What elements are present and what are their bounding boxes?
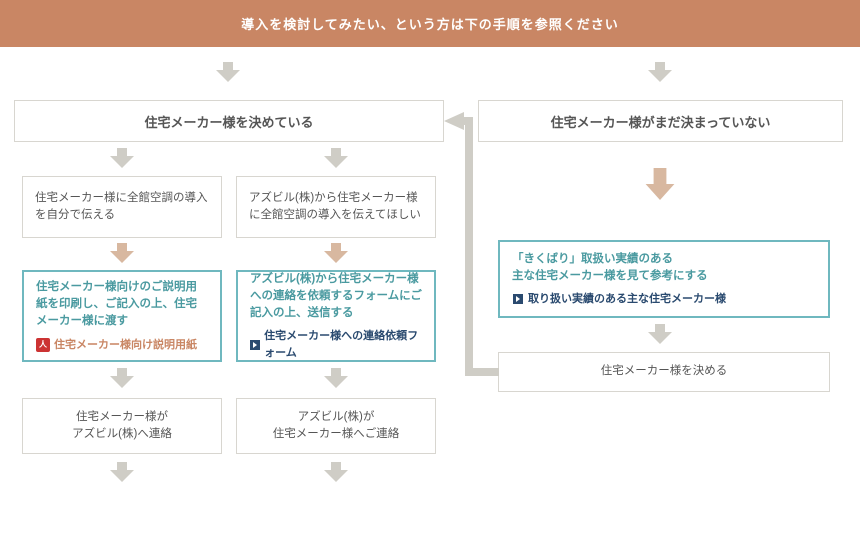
text: 住宅メーカー様に全館空調の導入を自分で伝える [35, 190, 209, 225]
arrow-down-icon [110, 148, 134, 168]
text: 住宅メーカー様を決める [511, 363, 817, 380]
arrow-down-icon [324, 148, 348, 168]
arrow-down-icon [324, 462, 348, 482]
left-a-step3: 住宅メーカー様が アズビル(株)へ連絡 [22, 398, 222, 454]
right-header: 住宅メーカー様がまだ決まっていない [478, 100, 843, 142]
right-step2: 住宅メーカー様を決める [498, 352, 830, 392]
left-b-action[interactable]: アズビル(株)から住宅メーカー様への連絡を依頼するフォームにご記入の上、送信する… [236, 270, 436, 362]
action-title: 住宅メーカー様向けのご説明用紙を印刷し、ご記入の上、住宅メーカー様に渡す [36, 279, 208, 331]
text: 住宅メーカー様が アズビル(株)へ連絡 [35, 409, 209, 444]
arrow-down-icon [110, 243, 134, 263]
action-title: 「きくばり」取扱い実績のある 主な住宅メーカー様を見て参考にする [512, 251, 816, 286]
link-text: 取り扱い実績のある主な住宅メーカー様 [528, 291, 726, 308]
banner-text: 導入を検討してみたい、という方は下の手順を参照ください [241, 17, 619, 32]
left-b-step3: アズビル(株)が 住宅メーカー様へご連絡 [236, 398, 436, 454]
arrow-down-icon [110, 462, 134, 482]
right-action[interactable]: 「きくばり」取扱い実績のある 主な住宅メーカー様を見て参考にする 取り扱い実績の… [498, 240, 830, 318]
arrow-down-icon [648, 62, 672, 82]
action-title: アズビル(株)から住宅メーカー様への連絡を依頼するフォームにご記入の上、送信する [250, 271, 422, 323]
arrow-down-icon [324, 368, 348, 388]
banner: 導入を検討してみたい、という方は下の手順を参照ください [0, 0, 860, 47]
left-header: 住宅メーカー様を決めている [14, 100, 444, 142]
action-link[interactable]: 住宅メーカー様への連絡依頼フォーム [250, 328, 422, 361]
action-link[interactable]: 取り扱い実績のある主な住宅メーカー様 [512, 291, 816, 308]
arrow-down-big-icon [642, 168, 678, 200]
text: アズビル(株)から住宅メーカー様に全館空調の導入を伝えてほしい [249, 190, 423, 225]
right-header-text: 住宅メーカー様がまだ決まっていない [489, 112, 832, 131]
link-text: 住宅メーカー様への連絡依頼フォーム [264, 328, 422, 361]
action-link[interactable]: 人 住宅メーカー様向け説明用紙 [36, 337, 208, 354]
left-a-step1: 住宅メーカー様に全館空調の導入を自分で伝える [22, 176, 222, 238]
text: アズビル(株)が 住宅メーカー様へご連絡 [249, 409, 423, 444]
link-text: 住宅メーカー様向け説明用紙 [54, 337, 197, 354]
arrow-down-icon [216, 62, 240, 82]
left-a-action[interactable]: 住宅メーカー様向けのご説明用紙を印刷し、ご記入の上、住宅メーカー様に渡す 人 住… [22, 270, 222, 362]
arrow-down-icon [648, 324, 672, 344]
play-icon [250, 339, 260, 351]
left-b-step1: アズビル(株)から住宅メーカー様に全館空調の導入を伝えてほしい [236, 176, 436, 238]
left-header-text: 住宅メーカー様を決めている [25, 112, 433, 131]
pdf-icon: 人 [36, 338, 50, 352]
arrow-down-icon [110, 368, 134, 388]
arrow-down-icon [324, 243, 348, 263]
connector-back-icon [444, 112, 514, 380]
